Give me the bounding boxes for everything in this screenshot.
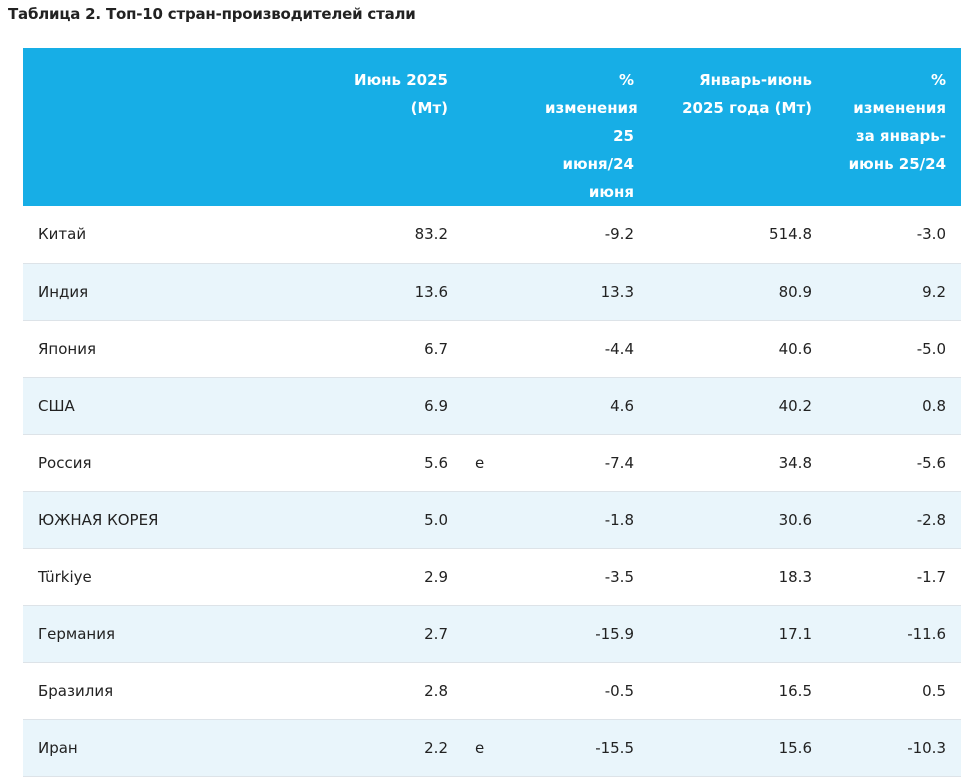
value-cell: -3.0 <box>827 206 961 264</box>
value-cell: 17.1 <box>649 605 827 663</box>
country-cell: Россия <box>23 434 303 492</box>
value-cell: -1.8 <box>530 491 649 549</box>
country-cell: ЮЖНАЯ КОРЕЯ <box>23 491 303 549</box>
table-row: Китай 83.2 -9.2 514.8 -3.0 <box>23 206 961 264</box>
value-cell: -11.6 <box>827 605 961 663</box>
table-row: Бразилия 2.8 -0.5 16.5 0.5 <box>23 662 961 720</box>
country-cell: Япония <box>23 320 303 378</box>
value-cell: 40.2 <box>649 377 827 435</box>
value-cell: 16.5 <box>649 662 827 720</box>
value-cell: 0.5 <box>827 662 961 720</box>
column-header: % изменения за январь-июнь 25/24 <box>827 48 961 206</box>
value-cell: 6.7 <box>303 320 463 378</box>
value-cell: -5.6 <box>827 434 961 492</box>
country-cell: Бразилия <box>23 662 303 720</box>
value-cell: 34.8 <box>649 434 827 492</box>
value-cell: 2.9 <box>303 548 463 606</box>
table-title: Таблица 2. Топ-10 стран-производителей с… <box>8 5 416 23</box>
value-cell <box>463 206 530 264</box>
steel-table: Июнь 2025 (Мт) % изменения 25 июня/24 июн… <box>23 48 961 777</box>
value-cell: 2.7 <box>303 605 463 663</box>
value-cell: 30.6 <box>649 491 827 549</box>
value-cell: 4.6 <box>530 377 649 435</box>
country-cell: Türkiye <box>23 548 303 606</box>
country-cell: Китай <box>23 206 303 264</box>
table-row: Германия 2.7 -15.9 17.1 -11.6 <box>23 605 961 663</box>
value-cell: 40.6 <box>649 320 827 378</box>
value-cell <box>463 377 530 435</box>
country-cell: Германия <box>23 605 303 663</box>
value-cell: e <box>463 719 530 777</box>
value-cell: 6.9 <box>303 377 463 435</box>
column-header: Июнь 2025 (Мт) <box>303 48 463 206</box>
value-cell <box>463 605 530 663</box>
value-cell: 80.9 <box>649 263 827 321</box>
value-cell: 13.3 <box>530 263 649 321</box>
table-row: Иран 2.2 e -15.5 15.6 -10.3 <box>23 719 961 777</box>
table-row: Индия 13.6 13.3 80.9 9.2 <box>23 263 961 321</box>
value-cell: e <box>463 434 530 492</box>
column-header <box>23 48 303 206</box>
value-cell <box>463 548 530 606</box>
value-cell: 514.8 <box>649 206 827 264</box>
value-cell: 15.6 <box>649 719 827 777</box>
value-cell: -9.2 <box>530 206 649 264</box>
value-cell <box>463 263 530 321</box>
country-cell: Иран <box>23 719 303 777</box>
value-cell: 83.2 <box>303 206 463 264</box>
table-row: Япония 6.7 -4.4 40.6 -5.0 <box>23 320 961 378</box>
value-cell <box>463 491 530 549</box>
value-cell <box>463 662 530 720</box>
value-cell: -0.5 <box>530 662 649 720</box>
column-header: % изменения 25 июня/24 июня <box>530 48 649 206</box>
country-cell: США <box>23 377 303 435</box>
header-row: Июнь 2025 (Мт) % изменения 25 июня/24 июн… <box>23 48 961 206</box>
table-body: Китай 83.2 -9.2 514.8 -3.0 Индия 13.6 13.3 80.9 9… <box>23 206 961 777</box>
table-row: Türkiye 2.9 -3.5 18.3 -1.7 <box>23 548 961 606</box>
value-cell: -7.4 <box>530 434 649 492</box>
value-cell: -15.5 <box>530 719 649 777</box>
value-cell: -2.8 <box>827 491 961 549</box>
value-cell: -4.4 <box>530 320 649 378</box>
value-cell: -5.0 <box>827 320 961 378</box>
table-row: Россия 5.6 e -7.4 34.8 -5.6 <box>23 434 961 492</box>
value-cell: 13.6 <box>303 263 463 321</box>
value-cell: -15.9 <box>530 605 649 663</box>
table-row: ЮЖНАЯ КОРЕЯ 5.0 -1.8 30.6 -2.8 <box>23 491 961 549</box>
value-cell: 2.8 <box>303 662 463 720</box>
value-cell: -1.7 <box>827 548 961 606</box>
value-cell: -10.3 <box>827 719 961 777</box>
value-cell: -3.5 <box>530 548 649 606</box>
value-cell: 5.0 <box>303 491 463 549</box>
value-cell: 5.6 <box>303 434 463 492</box>
value-cell: 18.3 <box>649 548 827 606</box>
value-cell: 9.2 <box>827 263 961 321</box>
value-cell <box>463 320 530 378</box>
column-header <box>463 48 530 206</box>
country-cell: Индия <box>23 263 303 321</box>
value-cell: 2.2 <box>303 719 463 777</box>
table-row: США 6.9 4.6 40.2 0.8 <box>23 377 961 435</box>
value-cell: 0.8 <box>827 377 961 435</box>
column-header: Январь-июнь 2025 года (Мт) <box>649 48 827 206</box>
